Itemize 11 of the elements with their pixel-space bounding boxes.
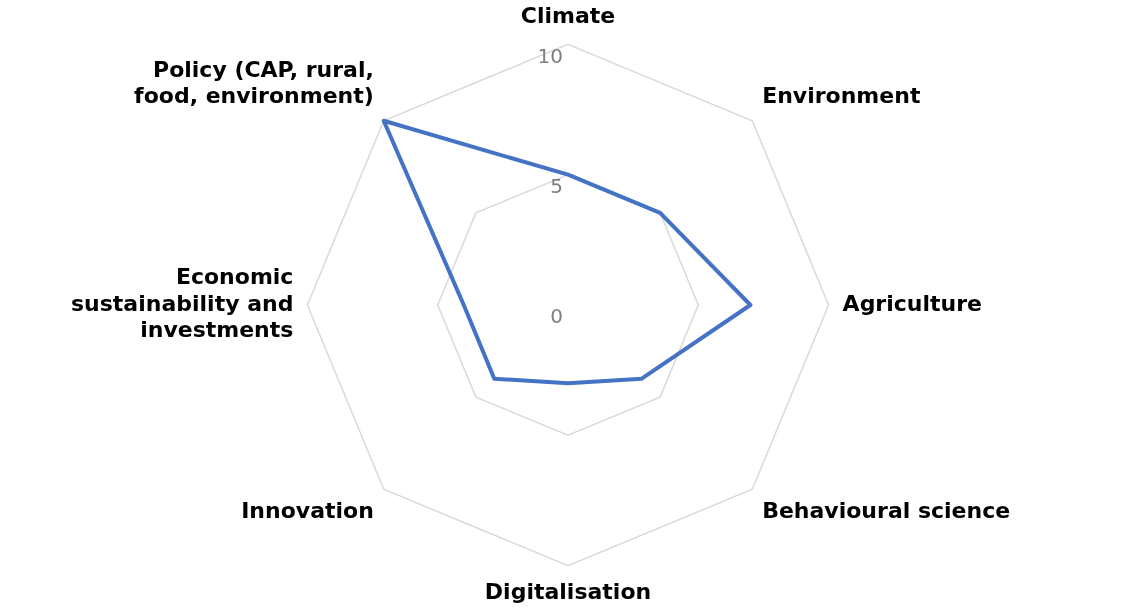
y-tick-label: 0	[550, 304, 563, 329]
spoke-label: Agriculture	[842, 290, 982, 316]
spoke-label: Environment	[762, 83, 921, 109]
spoke-label: Digitalisation	[484, 578, 652, 604]
spoke-label: Policy (CAP, rural, food, environment)	[134, 56, 374, 109]
spoke-label: Behavioural science	[762, 498, 1011, 524]
spoke-label: Economic sustainability and investments	[70, 264, 294, 343]
y-tick-label: 10	[537, 43, 563, 68]
spoke-label: Climate	[520, 2, 616, 28]
y-tick-label: 5	[550, 173, 563, 198]
spoke-label: Innovation	[241, 498, 374, 524]
